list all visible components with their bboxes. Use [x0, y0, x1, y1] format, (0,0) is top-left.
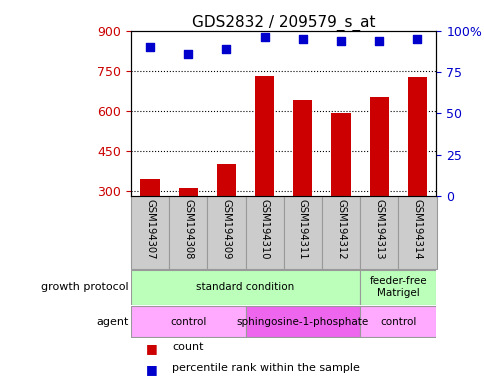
Bar: [359, 270, 436, 305]
Bar: [178, 188, 197, 196]
Text: standard condition: standard condition: [196, 282, 294, 292]
Bar: [293, 100, 312, 196]
Text: ■: ■: [145, 363, 157, 376]
Bar: [369, 97, 388, 196]
Bar: [245, 196, 283, 269]
Text: percentile rank within the sample: percentile rank within the sample: [172, 363, 359, 373]
Title: GDS2832 / 209579_s_at: GDS2832 / 209579_s_at: [192, 15, 375, 31]
Bar: [140, 179, 159, 196]
Text: control: control: [379, 316, 416, 327]
Point: [413, 36, 421, 42]
Text: GSM194313: GSM194313: [374, 200, 383, 260]
Text: feeder-free
Matrigel: feeder-free Matrigel: [369, 276, 426, 298]
Text: GSM194308: GSM194308: [183, 200, 193, 260]
Bar: [131, 270, 359, 305]
Point: [146, 44, 153, 50]
Bar: [321, 196, 359, 269]
Bar: [283, 196, 321, 269]
Point: [375, 38, 382, 44]
Point: [260, 34, 268, 40]
Text: GSM194310: GSM194310: [259, 200, 269, 260]
Point: [336, 38, 344, 44]
Bar: [131, 306, 245, 337]
Text: control: control: [170, 316, 206, 327]
Text: sphingosine-1-phosphate: sphingosine-1-phosphate: [236, 316, 368, 327]
Bar: [397, 196, 436, 269]
Point: [222, 46, 230, 52]
Bar: [255, 76, 273, 196]
Bar: [359, 306, 436, 337]
Bar: [359, 196, 397, 269]
Text: growth protocol: growth protocol: [41, 282, 128, 292]
Point: [184, 51, 192, 57]
Bar: [331, 113, 350, 196]
Text: ■: ■: [145, 342, 157, 355]
Text: agent: agent: [96, 316, 128, 327]
Text: GSM194307: GSM194307: [145, 200, 155, 260]
Text: count: count: [172, 342, 203, 352]
Bar: [216, 164, 236, 196]
Bar: [245, 306, 359, 337]
Point: [298, 36, 306, 42]
Bar: [407, 77, 426, 196]
Text: GSM194312: GSM194312: [335, 200, 345, 260]
Text: GSM194311: GSM194311: [297, 200, 307, 260]
Text: GSM194309: GSM194309: [221, 200, 231, 260]
Bar: [207, 196, 245, 269]
Text: GSM194314: GSM194314: [411, 200, 422, 260]
Bar: [169, 196, 207, 269]
Bar: [131, 196, 169, 269]
